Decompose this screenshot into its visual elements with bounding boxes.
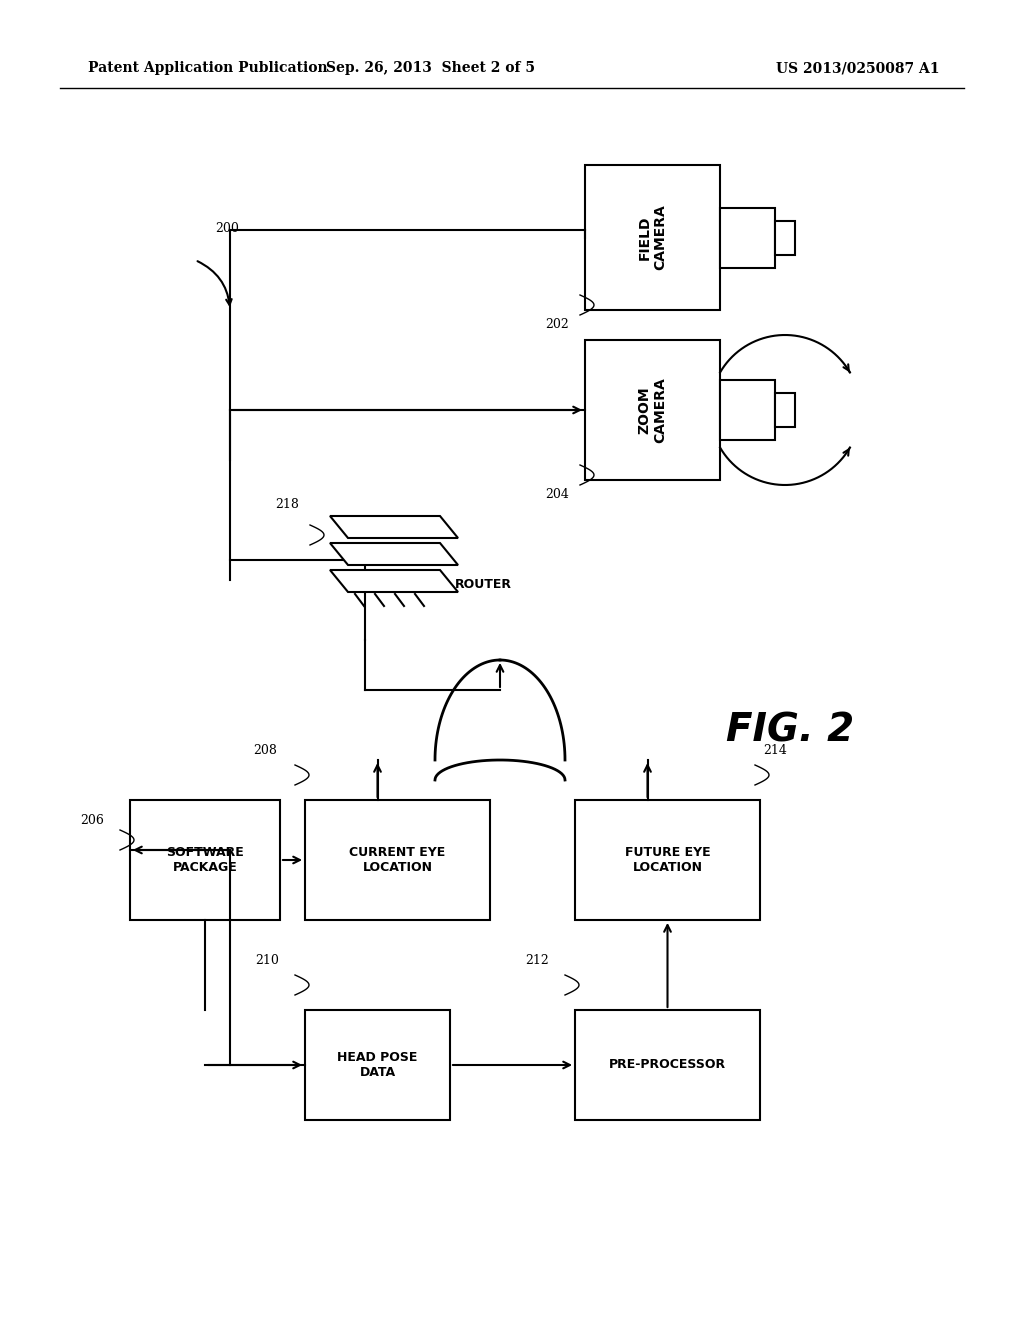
Text: ZOOM
CAMERA: ZOOM CAMERA <box>637 378 668 444</box>
Text: FIG. 2: FIG. 2 <box>726 711 854 748</box>
Text: SOFTWARE
PACKAGE: SOFTWARE PACKAGE <box>166 846 244 874</box>
Text: ROUTER: ROUTER <box>455 578 512 591</box>
Text: 214: 214 <box>763 743 786 756</box>
Text: 218: 218 <box>275 499 299 511</box>
Bar <box>720 380 775 440</box>
Text: 204: 204 <box>545 488 569 502</box>
Bar <box>585 341 720 480</box>
Text: HEAD POSE
DATA: HEAD POSE DATA <box>337 1051 418 1078</box>
Bar <box>575 1010 760 1119</box>
Text: Patent Application Publication: Patent Application Publication <box>88 61 328 75</box>
Text: 202: 202 <box>545 318 568 331</box>
Bar <box>305 800 490 920</box>
Polygon shape <box>330 516 458 539</box>
Bar <box>775 220 795 255</box>
Text: 212: 212 <box>525 953 549 966</box>
Text: 210: 210 <box>255 953 279 966</box>
Bar <box>585 165 720 310</box>
Bar <box>575 800 760 920</box>
Text: US 2013/0250087 A1: US 2013/0250087 A1 <box>776 61 940 75</box>
Polygon shape <box>330 543 458 565</box>
Text: PRE-PROCESSOR: PRE-PROCESSOR <box>609 1059 726 1072</box>
Text: 208: 208 <box>253 743 276 756</box>
Text: 206: 206 <box>80 813 103 826</box>
Bar <box>130 800 280 920</box>
Bar <box>775 393 795 426</box>
Text: FIELD
CAMERA: FIELD CAMERA <box>637 205 668 271</box>
Bar <box>720 207 775 268</box>
Text: 200: 200 <box>215 222 239 235</box>
Text: CURRENT EYE
LOCATION: CURRENT EYE LOCATION <box>349 846 445 874</box>
Text: Sep. 26, 2013  Sheet 2 of 5: Sep. 26, 2013 Sheet 2 of 5 <box>326 61 535 75</box>
Polygon shape <box>330 570 458 591</box>
Bar <box>305 1010 450 1119</box>
Text: FUTURE EYE
LOCATION: FUTURE EYE LOCATION <box>625 846 711 874</box>
